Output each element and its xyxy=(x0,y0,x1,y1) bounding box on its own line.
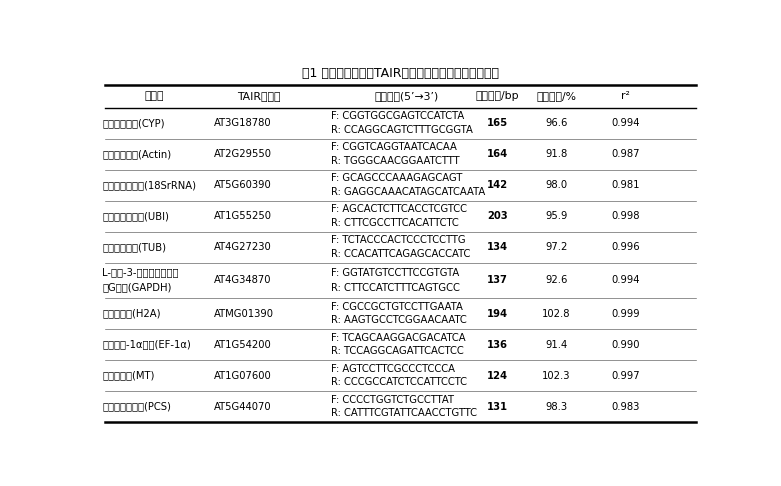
Text: 98.0: 98.0 xyxy=(545,180,568,190)
Text: r²: r² xyxy=(621,91,629,101)
Text: 91.4: 91.4 xyxy=(545,340,568,349)
Text: 102.8: 102.8 xyxy=(542,309,571,319)
Text: F: AGCACTCTTCACCTCGTCC: F: AGCACTCTTCACCTCGTCC xyxy=(330,204,467,214)
Text: AT2G29550: AT2G29550 xyxy=(214,149,272,159)
Text: 0.999: 0.999 xyxy=(611,309,640,319)
Text: F: CCCCTGGTCTGCCTTAT: F: CCCCTGGTCTGCCTTAT xyxy=(330,395,454,405)
Text: AT1G55250: AT1G55250 xyxy=(214,211,272,221)
Text: R: CCCGCCATCTCCATTCCTC: R: CCCGCCATCTCCATTCCTC xyxy=(330,378,467,387)
Text: R: AAGTGCCTCGGAACAATC: R: AAGTGCCTCGGAACAATC xyxy=(330,315,466,326)
Text: AT3G18780: AT3G18780 xyxy=(214,118,272,128)
Text: R: TCCAGGCAGATTCACTCC: R: TCCAGGCAGATTCACTCC xyxy=(330,347,463,356)
Text: F: AGTCCTTCGCCCTCCCA: F: AGTCCTTCGCCCTCCCA xyxy=(330,364,455,374)
Text: F: CGGTGGCGAGTCCATCTA: F: CGGTGGCGAGTCCATCTA xyxy=(330,111,464,122)
Text: 203: 203 xyxy=(487,211,508,221)
Text: 91.8: 91.8 xyxy=(545,149,568,159)
Text: 97.2: 97.2 xyxy=(545,242,568,252)
Text: 98.3: 98.3 xyxy=(545,401,568,412)
Text: 延伸因子-1α基因(EF-1α): 延伸因子-1α基因(EF-1α) xyxy=(102,340,191,349)
Text: R: CATTTCGTATTCAACCTGTTC: R: CATTTCGTATTCAACCTGTTC xyxy=(330,408,476,418)
Text: R: CCAGGCAGTCTTTGCGGTA: R: CCAGGCAGTCTTTGCGGTA xyxy=(330,125,473,135)
Text: 95.9: 95.9 xyxy=(545,211,568,221)
Text: AT1G07600: AT1G07600 xyxy=(214,371,272,381)
Text: 136: 136 xyxy=(487,340,508,349)
Text: R: TGGGCAACGGAATCTTT: R: TGGGCAACGGAATCTTT xyxy=(330,156,459,166)
Text: 194: 194 xyxy=(487,309,508,319)
Text: 0.998: 0.998 xyxy=(612,211,640,221)
Text: 表1 十个候选基因的TAIR登录号、引物序列及扩增特点: 表1 十个候选基因的TAIR登录号、引物序列及扩增特点 xyxy=(301,67,499,80)
Text: 0.983: 0.983 xyxy=(612,401,640,412)
Text: ATMG01390: ATMG01390 xyxy=(214,309,274,319)
Text: 0.994: 0.994 xyxy=(612,276,640,285)
Text: R: CTTCGCCTTCACATTCTC: R: CTTCGCCTTCACATTCTC xyxy=(330,218,458,228)
Text: 酶G基因(GAPDH): 酶G基因(GAPDH) xyxy=(102,282,172,292)
Text: 96.6: 96.6 xyxy=(545,118,568,128)
Text: 红蛋白基因(H2A): 红蛋白基因(H2A) xyxy=(102,309,161,319)
Text: AT4G34870: AT4G34870 xyxy=(214,276,271,285)
Text: 扩增效率/%: 扩增效率/% xyxy=(537,91,576,101)
Text: 核糖体亚单基因(18SrRNA): 核糖体亚单基因(18SrRNA) xyxy=(102,180,197,190)
Text: F: GCAGCCCAAAGAGCAGT: F: GCAGCCCAAAGAGCAGT xyxy=(330,174,462,183)
Text: 基因名: 基因名 xyxy=(144,91,164,101)
Text: F: TCAGCAAGGACGACATCA: F: TCAGCAAGGACGACATCA xyxy=(330,333,465,343)
Text: TAIR登录号: TAIR登录号 xyxy=(237,91,281,101)
Text: AT5G44070: AT5G44070 xyxy=(214,401,272,412)
Text: 引物序列(5’→3’): 引物序列(5’→3’) xyxy=(374,91,438,101)
Text: F: CGCCGCTGTCCTTGAATA: F: CGCCGCTGTCCTTGAATA xyxy=(330,302,462,312)
Text: F: GGTATGTCCTTCCGTGTA: F: GGTATGTCCTTCCGTGTA xyxy=(330,267,459,278)
Text: 102.3: 102.3 xyxy=(542,371,571,381)
Text: 0.981: 0.981 xyxy=(612,180,640,190)
Text: AT4G27230: AT4G27230 xyxy=(214,242,272,252)
Text: L-油醛-3-磷酸甘油醛脱氢: L-油醛-3-磷酸甘油醛脱氢 xyxy=(102,267,179,278)
Text: 124: 124 xyxy=(487,371,508,381)
Text: 肌动蛋白基因(Actin): 肌动蛋白基因(Actin) xyxy=(102,149,172,159)
Text: 134: 134 xyxy=(487,242,508,252)
Text: 0.994: 0.994 xyxy=(612,118,640,128)
Text: R: GAGGCAAACATAGCATCAATA: R: GAGGCAAACATAGCATCAATA xyxy=(330,187,485,197)
Text: 165: 165 xyxy=(487,118,508,128)
Text: 0.997: 0.997 xyxy=(611,371,640,381)
Text: 131: 131 xyxy=(487,401,508,412)
Text: R: CTTCCATCTTTCAGTGCC: R: CTTCCATCTTTCAGTGCC xyxy=(330,283,459,293)
Text: 142: 142 xyxy=(487,180,508,190)
Text: F: CGGTCAGGTAATCACAA: F: CGGTCAGGTAATCACAA xyxy=(330,142,457,152)
Text: F: TCTACCCACTCCCTCCTTG: F: TCTACCCACTCCCTCCTTG xyxy=(330,235,465,245)
Text: 金属硫蛋白(MT): 金属硫蛋白(MT) xyxy=(102,371,155,381)
Text: 92.6: 92.6 xyxy=(545,276,568,285)
Text: 泛素连接酶基因(UBI): 泛素连接酶基因(UBI) xyxy=(102,211,169,221)
Text: 0.987: 0.987 xyxy=(612,149,640,159)
Text: 植物螯合合成酶(PCS): 植物螯合合成酶(PCS) xyxy=(102,401,171,412)
Text: 片段大小/bp: 片段大小/bp xyxy=(476,91,519,101)
Text: 0.996: 0.996 xyxy=(611,242,640,252)
Text: 137: 137 xyxy=(487,276,508,285)
Text: 微管蛋白基因(TUB): 微管蛋白基因(TUB) xyxy=(102,242,166,252)
Text: R: CCACATTCAGAGCACCATC: R: CCACATTCAGAGCACCATC xyxy=(330,249,470,259)
Text: AT5G60390: AT5G60390 xyxy=(214,180,272,190)
Text: 164: 164 xyxy=(487,149,508,159)
Text: 0.990: 0.990 xyxy=(612,340,640,349)
Text: AT1G54200: AT1G54200 xyxy=(214,340,272,349)
Text: 亲环蛋白基因(CYP): 亲环蛋白基因(CYP) xyxy=(102,118,165,128)
